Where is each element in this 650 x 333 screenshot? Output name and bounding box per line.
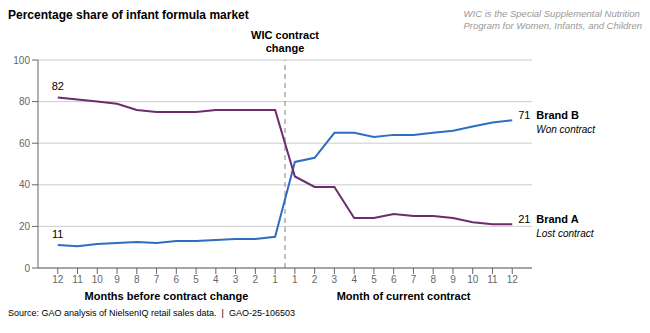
svg-text:2: 2 <box>312 274 318 285</box>
svg-text:5: 5 <box>193 274 199 285</box>
svg-text:8: 8 <box>134 274 140 285</box>
svg-text:40: 40 <box>19 179 31 190</box>
svg-text:10: 10 <box>92 274 104 285</box>
svg-text:11: 11 <box>72 274 83 285</box>
svg-text:3: 3 <box>233 274 239 285</box>
svg-text:WIC contractchange: WIC contractchange <box>251 29 319 54</box>
svg-text:4: 4 <box>213 274 219 285</box>
svg-text:5: 5 <box>371 274 377 285</box>
svg-text:9: 9 <box>114 274 120 285</box>
svg-text:60: 60 <box>19 138 31 149</box>
svg-text:1: 1 <box>272 274 278 285</box>
svg-text:4: 4 <box>351 274 357 285</box>
svg-text:12: 12 <box>507 274 519 285</box>
svg-text:10: 10 <box>467 274 479 285</box>
svg-text:Won contract: Won contract <box>536 124 596 135</box>
html-text:Month of current contract: Month of current contract <box>336 290 471 302</box>
svg-text:6: 6 <box>391 274 397 285</box>
html-text:WIC is the Special Supplementa: WIC is the Special Supplemental Nutritio… <box>463 8 642 31</box>
svg-text:20: 20 <box>19 221 31 232</box>
svg-text:8: 8 <box>430 274 436 285</box>
svg-text:1: 1 <box>292 274 298 285</box>
svg-text:9: 9 <box>450 274 456 285</box>
svg-text:Brand B: Brand B <box>536 109 579 121</box>
svg-text:0: 0 <box>24 263 30 274</box>
svg-text:Lost contract: Lost contract <box>536 228 594 239</box>
html-text:Months before contract change: Months before contract change <box>84 290 249 302</box>
svg-text:7: 7 <box>411 274 417 285</box>
svg-text:6: 6 <box>174 274 180 285</box>
svg-text:12: 12 <box>52 274 64 285</box>
svg-text:Brand A: Brand A <box>536 213 578 225</box>
svg-text:71: 71 <box>518 109 530 121</box>
svg-text:80: 80 <box>19 96 31 107</box>
html-text:Source: GAO analysis of Nielse: Source: GAO analysis of NielsenIQ retail… <box>8 308 295 318</box>
svg-text:2: 2 <box>253 274 259 285</box>
svg-text:7: 7 <box>154 274 160 285</box>
html-text:Percentage share of infant for: Percentage share of infant formula marke… <box>8 8 249 22</box>
svg-text:21: 21 <box>518 213 530 225</box>
svg-text:11: 11 <box>52 228 63 240</box>
svg-text:100: 100 <box>13 55 30 66</box>
svg-text:3: 3 <box>332 274 338 285</box>
svg-text:11: 11 <box>487 274 498 285</box>
svg-text:82: 82 <box>52 80 64 92</box>
